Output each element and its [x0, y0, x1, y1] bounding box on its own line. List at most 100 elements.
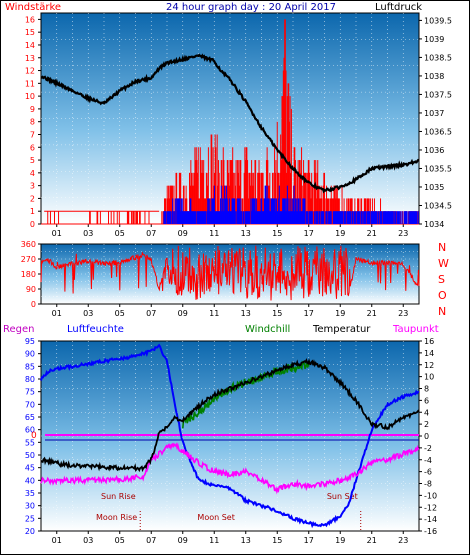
- temperature-humidity-panel: 01 03 05 07 09 11 13 15 17 19 21 23 Regen Luftfeuchte…: [3, 324, 439, 545]
- y-tick-label-left: 8: [30, 118, 35, 127]
- legend-label: Windchill: [245, 324, 290, 335]
- y-tick-label-left: 4: [30, 169, 35, 178]
- y-tick-label-right: -10: [424, 491, 437, 500]
- y-tick-label-right: 1034: [424, 220, 444, 229]
- x-tick-label: 21: [367, 229, 377, 238]
- y-tick-label-right: 12: [424, 361, 434, 370]
- x-tick-label: 15: [272, 536, 282, 545]
- y-tick-label-left: 2: [30, 194, 35, 203]
- x-tick-label: 01: [52, 536, 62, 545]
- left-axis-title: Windstärke: [5, 2, 61, 13]
- y-tick-label-left: 90: [25, 350, 35, 359]
- wind-direction-line: [40, 245, 420, 301]
- x-tick-label: 17: [304, 536, 314, 545]
- humidity-line: [40, 343, 420, 529]
- y-tick-label-right: 1035.5: [424, 164, 452, 173]
- x-tick-label: 21: [367, 536, 377, 545]
- y-tick-label-left: 6: [30, 143, 35, 152]
- y-tick-label-right: -4: [424, 456, 432, 465]
- y-tick-label: 360: [21, 240, 36, 249]
- legend-label: Regen: [3, 324, 35, 335]
- annotation-label: Sun Rise: [101, 492, 136, 501]
- y-tick-label-left: 15: [25, 28, 35, 37]
- x-tick-label: 09: [178, 309, 188, 318]
- y-tick-label-right: 2: [424, 420, 429, 429]
- y-tick-label-left: 50: [25, 451, 35, 460]
- y-tick-label-left: 95: [25, 337, 35, 346]
- y-tick-label-right: 1039.5: [424, 16, 452, 25]
- temperature-line: [40, 358, 420, 473]
- y-tick-label-right: 1037: [424, 109, 444, 118]
- y-tick-label-right: 1038: [424, 72, 444, 81]
- y-tick-label-left: 65: [25, 413, 35, 422]
- y-tick-label-left: 5: [30, 156, 35, 165]
- dewpoint-line: [40, 442, 419, 495]
- y-tick-label-left: 10: [25, 92, 35, 101]
- right-axis-title: Luftdruck: [375, 2, 422, 13]
- y-tick-label-left: 0: [30, 220, 35, 229]
- x-tick-label: 15: [272, 309, 282, 318]
- compass-letter: N: [438, 305, 446, 318]
- compass-letter: O: [438, 289, 447, 302]
- y-tick-label-right: 1039: [424, 35, 444, 44]
- y-tick-label-left: 14: [25, 41, 35, 50]
- y-tick-label: 270: [21, 255, 36, 264]
- x-tick-label: 07: [146, 536, 156, 545]
- x-tick-label: 11: [209, 229, 219, 238]
- y-tick-label-right: 1036.5: [424, 127, 452, 136]
- y-tick-label-left: 1: [30, 207, 35, 216]
- y-tick-label: 180: [21, 270, 36, 279]
- x-tick-label: 17: [304, 309, 314, 318]
- y-tick-label-right: 1034.5: [424, 201, 452, 210]
- compass-letter: N: [438, 241, 446, 254]
- y-tick-label-right: -8: [424, 480, 432, 489]
- chart-title: 24 hour graph day : 20 April 2017: [166, 2, 336, 13]
- x-tick-label: 11: [209, 536, 219, 545]
- y-tick-label-left: 16: [25, 15, 35, 24]
- x-tick-label: 03: [83, 536, 93, 545]
- x-tick-label: 07: [146, 309, 156, 318]
- y-tick-label-left: 80: [25, 375, 35, 384]
- annotation-label: Sun Set: [327, 492, 358, 501]
- y-tick-label-left: 20: [25, 527, 35, 536]
- y-tick-label-right: 4: [424, 408, 429, 417]
- y-tick-label-left: 13: [25, 54, 35, 63]
- x-tick-label: 19: [335, 229, 345, 238]
- x-tick-label: 07: [146, 229, 156, 238]
- y-tick-label-right: 8: [424, 385, 429, 394]
- x-tick-label: 09: [178, 536, 188, 545]
- x-tick-label: 15: [272, 229, 282, 238]
- y-tick-label-right: -12: [424, 503, 437, 512]
- x-tick-label: 09: [178, 229, 188, 238]
- y-tick-label-left: 30: [25, 502, 35, 511]
- y-tick-label-left: 70: [25, 400, 35, 409]
- y-tick-label-left: 45: [25, 464, 35, 473]
- legend-label: Taupunkt: [392, 324, 439, 335]
- y-tick-label-left: 85: [25, 362, 35, 371]
- y-tick-label-left: 12: [25, 67, 35, 76]
- y-tick-label-right: -2: [424, 444, 432, 453]
- y-tick-label-left: 3: [30, 182, 35, 191]
- x-tick-label: 03: [83, 309, 93, 318]
- y-tick-label-right: -6: [424, 468, 432, 477]
- y-tick-label-left: 60: [25, 426, 35, 435]
- x-tick-label: 13: [241, 309, 251, 318]
- legend-label: Luftfeuchte: [67, 324, 124, 335]
- x-tick-label: 05: [115, 309, 125, 318]
- y-tick-label-right: 14: [424, 349, 434, 358]
- y-tick-label-right: 1037.5: [424, 90, 452, 99]
- x-tick-label: 17: [304, 229, 314, 238]
- x-tick-label: 13: [241, 229, 251, 238]
- y-tick-label-right: 1036: [424, 146, 444, 155]
- y-tick-label-right: 16: [424, 337, 434, 346]
- legend-label: Temperatur: [312, 324, 371, 335]
- compass-letter: W: [438, 257, 449, 270]
- y-tick-label-left: 11: [25, 79, 35, 88]
- compass-letter: S: [438, 273, 445, 286]
- x-tick-label: 01: [52, 309, 62, 318]
- x-tick-label: 01: [52, 229, 62, 238]
- y-tick-label: 90: [26, 285, 36, 294]
